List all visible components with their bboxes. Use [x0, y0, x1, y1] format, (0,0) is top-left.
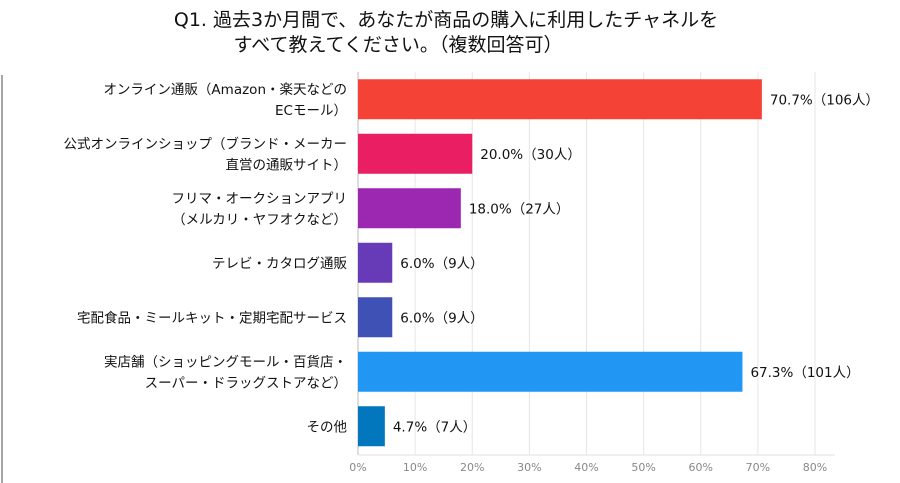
category-label: 直営の通販サイト）	[226, 157, 348, 173]
bar	[358, 133, 473, 174]
x-tick-label: 10%	[403, 461, 427, 474]
x-tick-label: 0%	[349, 461, 366, 474]
category-label: フリマ・オークションアプリ	[172, 191, 348, 207]
bar	[358, 242, 393, 283]
x-tick-label: 80%	[803, 461, 827, 474]
category-label: 公式オンラインショップ（ブランド・メーカー	[64, 135, 348, 152]
category-label: その他	[307, 419, 348, 435]
x-tick-label: 20%	[460, 461, 484, 474]
bar	[358, 297, 393, 338]
category-label: オンライン通販（Amazon・楽天などの	[103, 82, 347, 98]
chart-title-line1: Q1. 過去3か月間で、あなたが商品の購入に利用したチャネルを	[173, 9, 719, 31]
category-label: テレビ・カタログ通販	[212, 256, 347, 272]
x-tick-label: 30%	[517, 461, 541, 474]
bar	[358, 351, 743, 392]
data-label: 70.7%（106人）	[770, 92, 879, 108]
category-label: 実店舗（ショッピングモール・百貨店・	[104, 353, 347, 370]
x-tick-label: 40%	[574, 461, 598, 474]
x-tick-label: 50%	[631, 461, 655, 474]
data-label: 6.0%（9人）	[400, 310, 483, 326]
data-label: 18.0%（27人）	[469, 201, 570, 217]
x-tick-label: 60%	[689, 461, 713, 474]
data-label: 4.7%（7人）	[393, 419, 476, 435]
x-tick-label: 70%	[746, 461, 770, 474]
bar	[358, 406, 385, 447]
data-label: 67.3%（101人）	[750, 365, 859, 381]
data-label: 6.0%（9人）	[400, 256, 483, 272]
chart-title-line2: すべて教えてください。（複数回答可）	[233, 34, 563, 56]
bar	[358, 188, 461, 229]
category-label: ECモール）	[275, 103, 347, 119]
data-label: 20.0%（30人）	[480, 147, 581, 163]
category-label: （メルカリ・ヤフオクなど）	[172, 212, 347, 228]
category-label: 宅配食品・ミールキット・定期宅配サービス	[77, 309, 347, 326]
category-label: スーパー・ドラッグストアなど）	[145, 375, 347, 391]
bar	[358, 79, 762, 120]
